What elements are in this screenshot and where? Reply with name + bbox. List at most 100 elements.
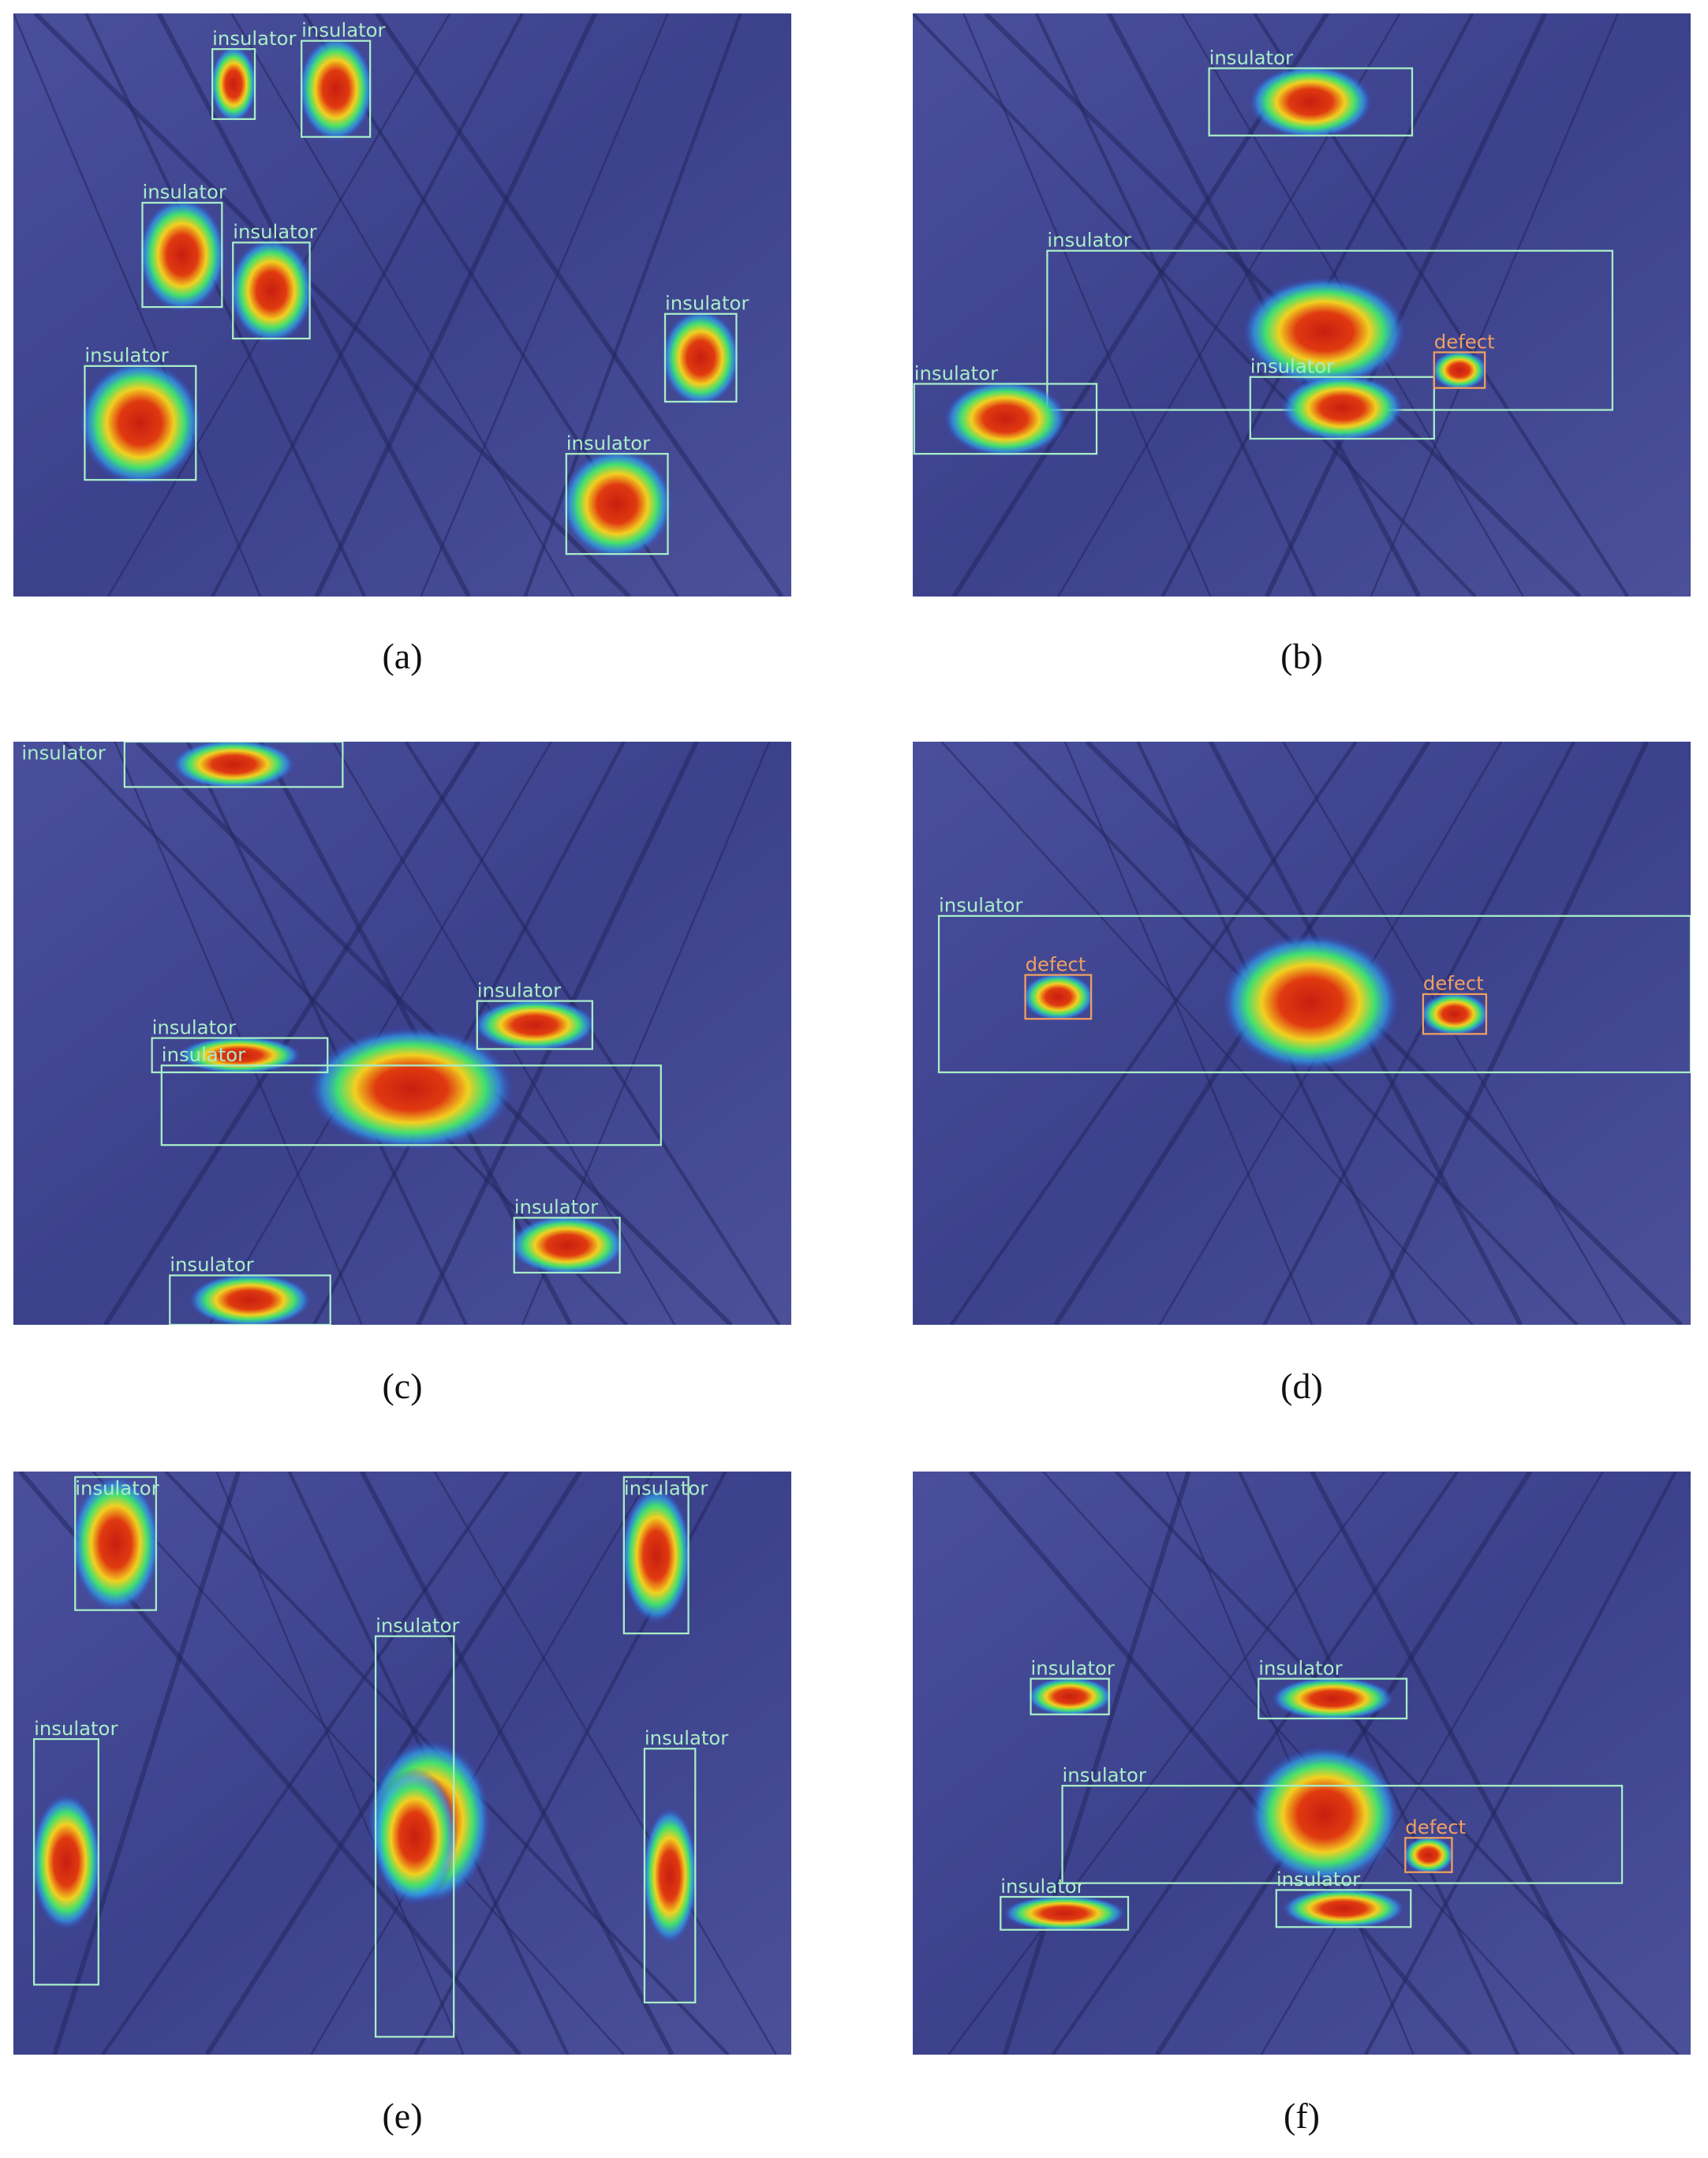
- detection-label: insulator: [162, 1043, 245, 1066]
- structure-line: [312, 742, 626, 1325]
- detection-box: [151, 1037, 329, 1074]
- heatmap-image: insulator insulator insulator defect insulat…: [913, 1472, 1691, 2055]
- caption: (d): [1280, 1366, 1323, 1406]
- heat-blob: [1221, 933, 1400, 1072]
- detection-box: [141, 201, 223, 309]
- structure-line: [33, 13, 631, 597]
- structure-line: [375, 13, 784, 597]
- heat-blob: [210, 45, 257, 123]
- detection-label: insulator: [1258, 1656, 1342, 1679]
- detection-box: [1000, 1895, 1130, 1931]
- heat-blob: [1022, 972, 1095, 1022]
- structure-line: [1114, 1472, 1680, 2055]
- heat-blob: [1419, 992, 1489, 1036]
- structure-line: [1310, 1472, 1624, 2055]
- detection-box: [169, 1274, 331, 1325]
- caption: (a): [382, 636, 423, 676]
- detection-label: insulator: [1250, 355, 1334, 378]
- heat-blob: [1002, 1894, 1127, 1932]
- detection-label: insulator: [566, 432, 650, 454]
- structure-line: [230, 13, 574, 597]
- detection-label: insulator: [233, 220, 316, 243]
- heat-blob: [188, 1273, 312, 1325]
- heat-blob: [944, 380, 1067, 458]
- detection-label: defect: [1026, 952, 1086, 975]
- detection-box: [232, 241, 311, 340]
- detection-label: insulator: [21, 742, 105, 765]
- heat-blob: [1242, 276, 1407, 387]
- structure-line: [314, 13, 598, 597]
- detection-box: [643, 1748, 697, 2004]
- detection-label: insulator: [376, 1614, 459, 1636]
- heat-blob: [30, 1793, 102, 1931]
- caption: (c): [382, 1366, 423, 1406]
- heat-blob: [308, 1027, 514, 1151]
- detection-label: insulator: [1000, 1875, 1084, 1898]
- structure-line: [101, 1472, 509, 2055]
- detection-label: insulator: [514, 1195, 598, 1218]
- detection-box: [913, 383, 1098, 455]
- structure-line: [968, 1472, 1472, 2055]
- detection-box: [211, 48, 256, 121]
- detection-label: insulator: [1276, 1868, 1360, 1891]
- detection-label: insulator: [624, 1477, 708, 1500]
- detection-label: insulator: [1063, 1763, 1146, 1786]
- detection-label: defect: [1423, 972, 1484, 995]
- structure-line: [1366, 742, 1650, 1325]
- heat-blob: [1431, 350, 1488, 390]
- structure-line: [310, 1472, 654, 2055]
- heat-blob: [138, 197, 226, 312]
- heat-blob: [473, 998, 597, 1052]
- structure-line: [947, 1472, 1386, 2055]
- caption: (f): [1284, 2096, 1320, 2136]
- structure-line: [913, 13, 1477, 597]
- detection-label: insulator: [75, 1477, 159, 1500]
- structure-line: [1260, 1472, 1604, 2055]
- structure-line: [13, 13, 262, 597]
- heat-blob: [1280, 373, 1404, 442]
- heat-blob: [171, 742, 296, 790]
- structure-line: [1262, 742, 1576, 1325]
- heatmap-image: insulator insulator insulator defect insulat…: [913, 13, 1691, 597]
- structure-line: [1264, 13, 1548, 597]
- structure-line: [420, 13, 669, 597]
- detection-box: [160, 1064, 662, 1146]
- structure-line: [1002, 1472, 1191, 2055]
- detection-label: insulator: [170, 1253, 253, 1276]
- detection-label: insulator: [939, 894, 1022, 917]
- heatmap-image: insulator defect defect: [913, 742, 1691, 1325]
- heat-blob: [1249, 65, 1373, 140]
- structure-line: [156, 13, 472, 597]
- detection-box: [622, 1475, 690, 1635]
- caption: (b): [1280, 636, 1323, 676]
- detection-box: [374, 1635, 455, 2038]
- detection-box: [1404, 1837, 1453, 1873]
- heat-blob: [229, 237, 314, 344]
- detection-box: [1433, 351, 1486, 389]
- caption: (e): [382, 2096, 423, 2136]
- structure-line: [940, 742, 1474, 1325]
- heat-blob: [641, 1807, 698, 1945]
- structure-line: [1370, 13, 1620, 597]
- detection-box: [301, 39, 372, 138]
- detection-box: [1249, 376, 1435, 440]
- detection-box: [1061, 1785, 1624, 1884]
- detection-box: [1208, 67, 1414, 137]
- detection-label: insulator: [914, 361, 998, 384]
- detection-label: insulator: [1209, 46, 1293, 69]
- detection-box: [1422, 993, 1488, 1035]
- detection-label: defect: [1405, 1816, 1466, 1838]
- structure-line: [523, 13, 742, 597]
- structure-line: [1237, 1472, 1519, 2055]
- heat-blob: [1026, 1677, 1113, 1717]
- detection-label: defect: [1434, 330, 1495, 353]
- detection-label: insulator: [665, 292, 749, 315]
- detection-label: insulator: [212, 27, 296, 50]
- structure-line: [1051, 1472, 1459, 2055]
- detection-label: insulator: [1047, 229, 1131, 252]
- heat-blob: [620, 1487, 692, 1625]
- heat-blob: [297, 36, 374, 142]
